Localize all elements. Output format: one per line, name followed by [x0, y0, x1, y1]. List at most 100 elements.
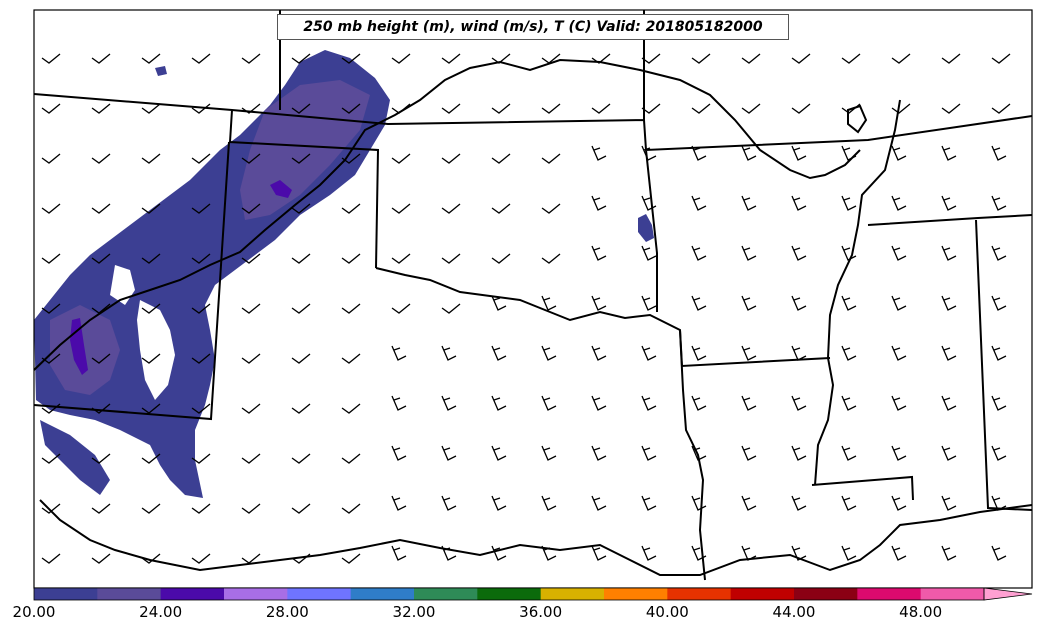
wind-barb	[491, 345, 507, 361]
colorbar-segment	[730, 588, 795, 600]
wind-barb	[491, 295, 507, 311]
colorbar-segment	[414, 588, 478, 600]
wind-barb	[691, 395, 707, 411]
wind-barb	[941, 545, 957, 561]
wind-barb	[491, 445, 507, 461]
wind-barb	[691, 545, 707, 561]
colorbar-extend-arrow	[983, 587, 1033, 601]
wind-barb	[41, 503, 61, 514]
wind-barb	[991, 395, 1007, 411]
wind-barb	[41, 403, 61, 414]
colorbar-segment	[857, 588, 922, 600]
wind-barb	[191, 103, 211, 114]
wind-barb	[391, 495, 407, 511]
wind-barb	[941, 53, 961, 64]
wind-barb	[441, 495, 457, 511]
wind-barb	[791, 145, 807, 161]
colorbar	[34, 587, 1033, 601]
wind-barb	[541, 345, 557, 361]
wind-barb	[741, 445, 757, 461]
wind-barb	[291, 53, 311, 64]
wind-barb	[291, 103, 311, 114]
wind-barb	[141, 503, 161, 514]
wind-barb	[541, 445, 557, 461]
wind-barb	[191, 353, 211, 364]
wind-barb	[991, 195, 1007, 211]
wind-barb	[391, 545, 407, 561]
wind-barb	[41, 353, 61, 364]
wind-barb	[691, 195, 707, 211]
wind-barb	[791, 395, 807, 411]
wind-barb	[591, 103, 611, 114]
wind-barb	[91, 103, 111, 114]
wind-barb	[991, 145, 1007, 161]
boundaries	[33, 10, 1033, 581]
wind-barb	[91, 553, 111, 564]
wind-barbs	[41, 53, 1011, 564]
curving-contour-line	[33, 58, 861, 371]
wind-barb	[91, 503, 111, 514]
wind-barb	[391, 345, 407, 361]
wind-barb	[341, 303, 361, 314]
wind-barb	[691, 345, 707, 361]
wind-barb	[641, 245, 657, 261]
wind-barb	[641, 195, 657, 211]
wind-barb	[841, 395, 857, 411]
wind-barb	[591, 445, 607, 461]
shading-arkansas-blob	[638, 214, 654, 242]
wind-barb	[91, 353, 111, 364]
shading-clear-gap	[137, 300, 175, 400]
wind-barb	[841, 345, 857, 361]
wind-barb	[141, 553, 161, 564]
wind-barb	[91, 453, 111, 464]
wind-barb	[441, 253, 461, 264]
wind-barb	[541, 253, 561, 264]
wind-barb	[741, 145, 757, 161]
wind-barb	[91, 303, 111, 314]
wind-barb	[241, 453, 261, 464]
map-title: 250 mb height (m), wind (m/s), T (C) Val…	[277, 14, 789, 40]
wind-barb	[841, 245, 857, 261]
colorbar-segment	[920, 588, 985, 600]
shading-south-arm	[40, 420, 110, 495]
mississippi-river	[814, 99, 901, 486]
wind-barb	[741, 103, 761, 114]
wind-barb	[641, 103, 661, 114]
wind-barb	[991, 345, 1007, 361]
wind-barb	[841, 295, 857, 311]
wind-barb	[491, 495, 507, 511]
wind-barb	[391, 53, 411, 64]
wind-barb	[741, 495, 757, 511]
colorbar-segment	[350, 588, 415, 600]
wind-barb	[291, 403, 311, 414]
wind-barb	[691, 53, 711, 64]
wind-barb	[591, 395, 607, 411]
wind-barb	[841, 495, 857, 511]
wind-barb	[341, 503, 361, 514]
wind-barb	[591, 195, 607, 211]
wind-barb	[341, 103, 361, 114]
wind-barb	[641, 495, 657, 511]
wind-barb	[791, 195, 807, 211]
colorbar-segment	[160, 588, 225, 600]
wind-barb	[191, 303, 211, 314]
wind-barb	[141, 253, 161, 264]
wind-barb	[41, 153, 61, 164]
wind-barb	[791, 245, 807, 261]
wind-barb	[241, 553, 261, 564]
wind-barb	[291, 203, 311, 214]
wind-barb	[741, 345, 757, 361]
wind-barb	[591, 495, 607, 511]
wind-barb	[891, 295, 907, 311]
wind-barb	[891, 53, 911, 64]
wind-barb	[291, 353, 311, 364]
wind-barb	[941, 395, 957, 411]
wind-barb	[541, 295, 557, 311]
wind-barb	[891, 103, 911, 114]
wind-barb	[941, 103, 961, 114]
wind-barb	[691, 245, 707, 261]
shading-clear-gap-2	[110, 265, 135, 305]
wind-barb	[991, 245, 1007, 261]
wind-barb	[241, 153, 261, 164]
coastline	[39, 499, 1033, 576]
